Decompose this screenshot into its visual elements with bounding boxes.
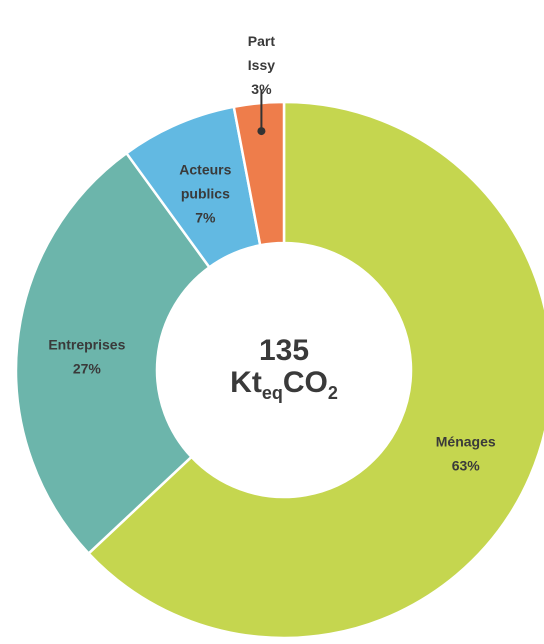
slice-label: Ménages 63%: [436, 433, 496, 473]
name-line: Acteurs: [179, 161, 231, 177]
labels: Ménages 63% Entreprises 27% Acteurs publics 7%…: [48, 33, 496, 474]
unit-part: 2: [328, 383, 338, 403]
category-name: Part Issy: [248, 33, 276, 73]
slice: [232, 100, 286, 247]
category-name: Acteurs publics: [179, 161, 231, 201]
value-label: 3%: [251, 81, 272, 97]
value-label: 7%: [195, 209, 216, 225]
category-name: Entreprises: [48, 336, 125, 352]
unit-part: Kt: [230, 366, 262, 399]
slice-label: Part Issy 3%: [248, 33, 276, 97]
slice-label: Entreprises 27%: [48, 336, 125, 376]
value-label: 63%: [452, 457, 481, 473]
name-line: publics: [181, 185, 230, 201]
name-line: Issy: [248, 57, 275, 73]
slice: [14, 151, 212, 556]
slice: [86, 100, 544, 640]
category-name: Ménages: [436, 433, 496, 449]
value-label: 27%: [73, 360, 102, 376]
slice-label: Acteurs publics 7%: [179, 161, 231, 225]
unit-part: CO: [283, 366, 328, 399]
unit-part: eq: [262, 383, 283, 403]
center-unit: KteqCO2: [230, 366, 338, 403]
slices: [14, 100, 544, 640]
name-line: Part: [248, 33, 276, 49]
center-value: 135: [259, 334, 309, 367]
